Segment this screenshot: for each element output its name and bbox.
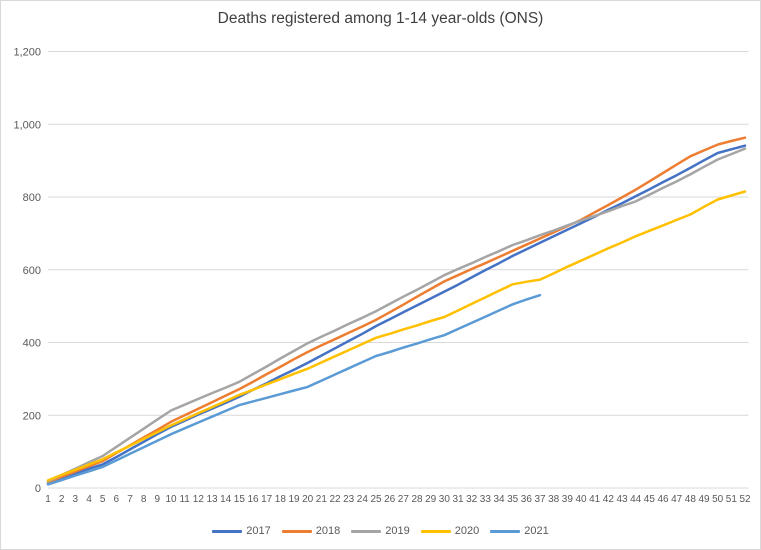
x-tick-label: 6 bbox=[114, 494, 120, 505]
legend-item-2019: 2019 bbox=[351, 525, 410, 537]
x-tick-label: 48 bbox=[685, 494, 697, 505]
x-tick-label: 18 bbox=[275, 494, 287, 505]
x-tick-label: 33 bbox=[480, 494, 492, 505]
y-tick-label: 400 bbox=[23, 338, 41, 350]
x-tick-label: 31 bbox=[452, 494, 464, 505]
x-tick-label: 11 bbox=[179, 494, 190, 505]
legend-swatch-2019 bbox=[351, 529, 382, 533]
x-tick-label: 41 bbox=[589, 494, 601, 505]
x-tick-label: 4 bbox=[86, 494, 92, 505]
legend-label: 2017 bbox=[246, 525, 271, 537]
x-tick-label: 44 bbox=[630, 494, 642, 505]
legend-swatch-2018 bbox=[281, 529, 312, 533]
x-tick-label: 49 bbox=[698, 494, 710, 505]
x-tick-label: 22 bbox=[329, 494, 341, 505]
legend-label: 2020 bbox=[454, 525, 480, 537]
x-tick-label: 38 bbox=[548, 494, 560, 505]
x-tick-label: 5 bbox=[100, 494, 106, 505]
x-tick-label: 37 bbox=[534, 494, 546, 505]
x-tick-label: 40 bbox=[575, 494, 587, 505]
x-tick-label: 16 bbox=[247, 494, 259, 505]
x-tick-label: 2 bbox=[59, 494, 65, 505]
series-line-2018 bbox=[46, 136, 747, 484]
x-tick-label: 52 bbox=[739, 494, 751, 505]
x-tick-label: 39 bbox=[562, 494, 574, 505]
x-tick-label: 45 bbox=[644, 494, 656, 505]
x-tick-label: 21 bbox=[316, 494, 328, 505]
x-tick-label: 24 bbox=[357, 494, 369, 505]
x-tick-label: 20 bbox=[302, 494, 314, 505]
x-tick-label: 23 bbox=[343, 494, 355, 505]
x-tick-label: 8 bbox=[141, 494, 147, 505]
series-line-2017 bbox=[46, 144, 747, 485]
y-tick-label: 200 bbox=[23, 410, 41, 422]
x-tick-label: 9 bbox=[155, 494, 161, 505]
x-tick-label: 12 bbox=[193, 494, 205, 505]
legend-label: 2019 bbox=[385, 525, 410, 537]
x-tick-label: 10 bbox=[165, 494, 177, 505]
x-tick-label: 17 bbox=[261, 494, 273, 505]
legend-swatch-2017 bbox=[212, 529, 243, 533]
x-tick-label: 29 bbox=[425, 494, 437, 505]
legend-item-2021: 2021 bbox=[490, 525, 549, 537]
legend-item-2018: 2018 bbox=[281, 525, 341, 537]
x-tick-label: 50 bbox=[712, 494, 724, 505]
x-tick-label: 47 bbox=[671, 494, 683, 505]
y-tick-label: 1,200 bbox=[13, 47, 41, 59]
series-line-2021 bbox=[46, 293, 542, 486]
legend-swatch-2020 bbox=[420, 529, 451, 533]
legend-label: 2021 bbox=[524, 525, 549, 537]
x-tick-label: 28 bbox=[411, 494, 423, 505]
y-tick-label: 1,000 bbox=[13, 119, 41, 131]
x-tick-label: 19 bbox=[288, 494, 300, 505]
legend-item-2020: 2020 bbox=[420, 525, 480, 537]
x-tick-label: 3 bbox=[73, 494, 79, 505]
x-tick-label: 46 bbox=[657, 494, 669, 505]
x-tick-label: 7 bbox=[127, 494, 133, 505]
x-tick-label: 51 bbox=[726, 494, 738, 505]
chart-title: Deaths registered among 1-14 year-olds (… bbox=[217, 10, 544, 27]
x-tick-label: 42 bbox=[603, 494, 615, 505]
legend-swatch-2021 bbox=[490, 529, 521, 533]
series-line-2019 bbox=[46, 147, 747, 483]
x-tick-label: 15 bbox=[234, 494, 246, 505]
series-line-2020 bbox=[46, 190, 747, 482]
legend-label: 2018 bbox=[315, 525, 341, 537]
y-tick-label: 0 bbox=[35, 483, 41, 495]
x-tick-label: 30 bbox=[439, 494, 451, 505]
x-tick-label: 32 bbox=[466, 494, 478, 505]
legend: 2017 2018 2019 2020 2021 bbox=[1, 525, 760, 537]
y-tick-label: 800 bbox=[23, 192, 41, 204]
x-tick-label: 25 bbox=[370, 494, 382, 505]
x-tick-label: 43 bbox=[616, 494, 628, 505]
x-tick-label: 27 bbox=[398, 494, 410, 505]
x-tick-label: 26 bbox=[384, 494, 396, 505]
x-tick-label: 14 bbox=[220, 494, 232, 505]
x-tick-label: 13 bbox=[206, 494, 218, 505]
x-tick-label: 36 bbox=[521, 494, 533, 505]
x-tick-label: 34 bbox=[493, 494, 505, 505]
legend-item-2017: 2017 bbox=[212, 525, 271, 537]
x-tick-label: 35 bbox=[507, 494, 519, 505]
x-tick-label: 1 bbox=[45, 494, 51, 505]
y-tick-label: 600 bbox=[23, 265, 41, 277]
